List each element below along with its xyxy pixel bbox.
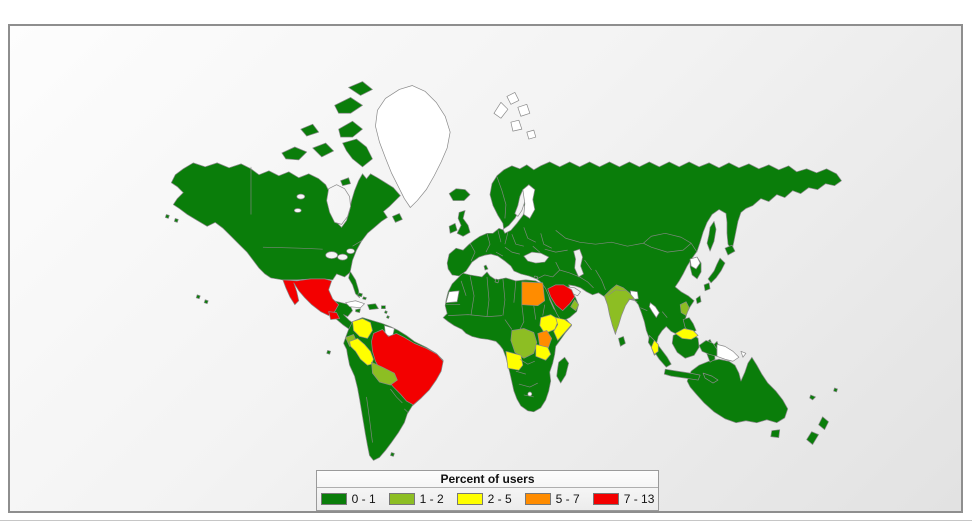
- map-panel: Percent of users 0 - 1 1 - 2 2 - 5 5 - 7: [8, 24, 963, 513]
- sea-carves: [293, 184, 584, 297]
- country-lesotho[interactable]: [527, 391, 533, 397]
- country-tasmania[interactable]: [770, 429, 781, 438]
- country-dr-congo[interactable]: [510, 328, 538, 359]
- country-angola[interactable]: [505, 350, 524, 371]
- great-lake: [346, 248, 355, 254]
- legend-item: 7 - 13: [592, 492, 655, 506]
- country-colombia[interactable]: [352, 318, 373, 339]
- country-timor[interactable]: [702, 372, 719, 384]
- legend-item-label: 1 - 2: [419, 492, 444, 506]
- country-philippines-luzon[interactable]: [679, 301, 690, 316]
- country-taiwan[interactable]: [695, 295, 702, 305]
- legend-item: 1 - 2: [388, 492, 444, 506]
- country-hispaniola[interactable]: [367, 303, 379, 311]
- country-iceland[interactable]: [448, 188, 471, 201]
- world-map: [164, 81, 842, 461]
- arctic-islands[interactable]: [281, 81, 373, 187]
- country-finland[interactable]: [522, 184, 536, 219]
- country-philippines-south[interactable]: [682, 317, 697, 334]
- country-greenland[interactable]: [375, 85, 451, 208]
- country-ireland[interactable]: [448, 223, 458, 234]
- country-oman[interactable]: [570, 299, 579, 311]
- small-islands: [164, 214, 838, 457]
- country-new-zealand[interactable]: [806, 416, 829, 445]
- great-bear-lake: [296, 193, 306, 200]
- legend-swatch-icon: [592, 493, 619, 505]
- legend-title: Percent of users: [317, 471, 658, 488]
- country-sakhalin[interactable]: [706, 221, 717, 252]
- country-laos[interactable]: [648, 302, 660, 318]
- country-bolivia[interactable]: [371, 361, 398, 386]
- legend-item-label: 2 - 5: [487, 492, 512, 506]
- great-slave-lake: [293, 208, 302, 213]
- legend-item: 5 - 7: [524, 492, 580, 506]
- country-uk[interactable]: [456, 210, 471, 237]
- great-lake: [337, 253, 348, 261]
- country-jamaica[interactable]: [355, 308, 361, 313]
- country-tanzania[interactable]: [535, 344, 552, 361]
- country-somalia[interactable]: [553, 317, 572, 341]
- country-java[interactable]: [663, 368, 701, 381]
- country-saudi-arabia[interactable]: [547, 284, 575, 311]
- country-mexico[interactable]: [282, 278, 339, 316]
- country-newfoundland[interactable]: [392, 213, 403, 223]
- country-africa[interactable]: [442, 271, 572, 413]
- hudson-bay: [326, 184, 351, 225]
- legend-item: 0 - 1: [320, 492, 376, 506]
- country-australia[interactable]: [686, 356, 789, 424]
- country-north-korea[interactable]: [689, 256, 701, 270]
- country-papua-new-guinea[interactable]: [716, 344, 747, 362]
- country-madagascar[interactable]: [556, 356, 569, 384]
- legend-swatch-icon: [388, 493, 415, 505]
- country-japan[interactable]: [703, 244, 736, 292]
- legend-swatch-icon: [524, 493, 551, 505]
- legend-items: 0 - 1 1 - 2 2 - 5 5 - 7 7 - 13: [317, 488, 658, 510]
- legend-swatch-icon: [320, 493, 347, 505]
- country-guatemala[interactable]: [328, 311, 340, 320]
- country-eurasia[interactable]: [446, 161, 842, 356]
- country-malaysia[interactable]: [650, 328, 699, 355]
- country-sri-lanka[interactable]: [618, 336, 626, 347]
- country-india[interactable]: [604, 284, 635, 334]
- country-western-sahara[interactable]: [445, 290, 460, 304]
- country-svalbard[interactable]: [493, 92, 537, 140]
- country-egypt[interactable]: [521, 281, 546, 307]
- legend-item-label: 5 - 7: [555, 492, 580, 506]
- caspian-sea: [573, 248, 584, 278]
- legend: Percent of users 0 - 1 1 - 2 2 - 5 5 - 7: [316, 470, 659, 511]
- legend-item-label: 0 - 1: [351, 492, 376, 506]
- country-kenya[interactable]: [537, 330, 553, 350]
- country-new-guinea-west[interactable]: [698, 340, 718, 357]
- country-cuba[interactable]: [345, 300, 365, 309]
- country-puerto-rico[interactable]: [381, 305, 386, 310]
- legend-item-label: 7 - 13: [623, 492, 655, 506]
- legend-swatch-icon: [456, 493, 483, 505]
- great-lake: [325, 251, 338, 259]
- country-north-america[interactable]: [170, 162, 401, 299]
- country-sumatra[interactable]: [647, 335, 672, 368]
- black-sea: [523, 251, 550, 264]
- legend-item: 2 - 5: [456, 492, 512, 506]
- country-borders: [250, 166, 698, 443]
